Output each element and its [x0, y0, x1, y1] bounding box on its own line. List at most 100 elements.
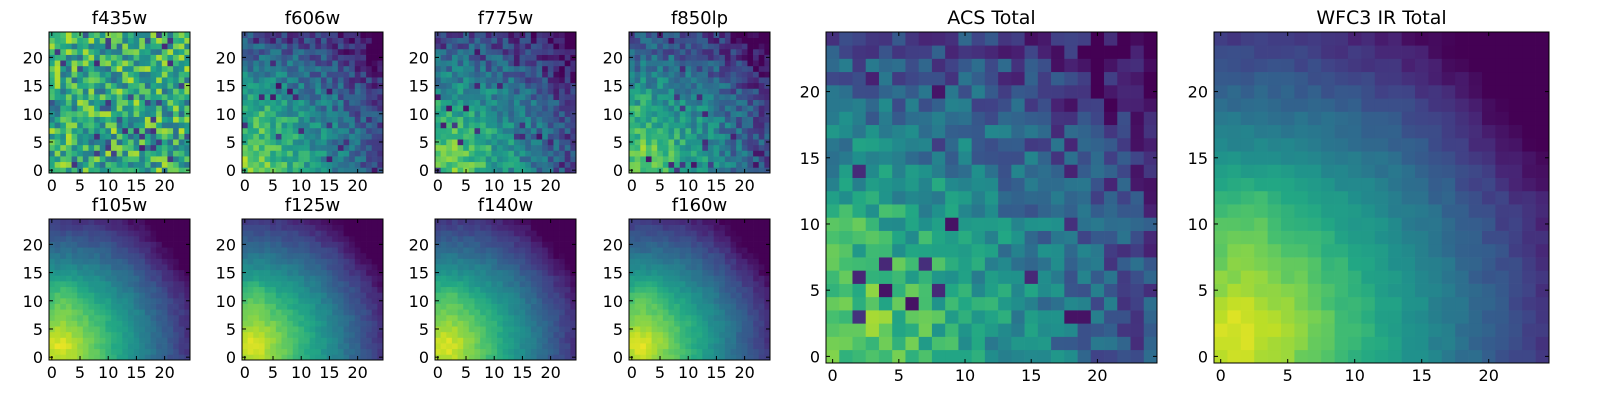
- heatmap-cell: [564, 32, 571, 38]
- heatmap-cell: [144, 264, 151, 271]
- heatmap-cell: [253, 348, 260, 355]
- heatmap-cell: [304, 286, 311, 293]
- heatmap-cell: [629, 94, 635, 101]
- heatmap-cell: [513, 269, 520, 276]
- heatmap-cell: [366, 275, 373, 282]
- heatmap-cell: [713, 77, 720, 84]
- heatmap-cell: [519, 65, 526, 72]
- heatmap-cell: [71, 241, 78, 248]
- heatmap-cell: [71, 247, 78, 254]
- heatmap-cell: [570, 43, 577, 50]
- heatmap-cell: [747, 88, 754, 95]
- heatmap-cell: [161, 269, 168, 276]
- heatmap-cell: [77, 281, 84, 288]
- heatmap-cell: [542, 161, 549, 168]
- heatmap-cell: [525, 235, 532, 242]
- heatmap-cell: [71, 252, 78, 259]
- heatmap-cell: [258, 133, 265, 140]
- heatmap-cell: [730, 286, 737, 293]
- heatmap-cell: [116, 337, 123, 344]
- heatmap-cell: [161, 309, 168, 316]
- heatmap-cell: [645, 94, 652, 101]
- heatmap-cell: [513, 116, 520, 123]
- heatmap-cell: [258, 320, 265, 327]
- heatmap-cell: [640, 82, 647, 89]
- heatmap-cell: [741, 309, 748, 316]
- heatmap-cell: [451, 37, 458, 44]
- heatmap-cell: [651, 99, 658, 106]
- heatmap-cell: [105, 94, 112, 101]
- heatmap-cell: [741, 133, 748, 140]
- heatmap-cell: [173, 269, 180, 276]
- heatmap-cell: [99, 286, 106, 293]
- heatmap-cell: [88, 156, 95, 163]
- heatmap-cell: [99, 354, 106, 361]
- heatmap-cell: [247, 230, 254, 237]
- heatmap-cell: [753, 43, 760, 50]
- heatmap-cell: [451, 219, 458, 225]
- heatmap-cell: [451, 348, 458, 355]
- heatmap-cell: [65, 331, 72, 338]
- heatmap-cell: [258, 88, 265, 95]
- heatmap-cell: [651, 65, 658, 72]
- heatmap-cell: [349, 354, 356, 361]
- heatmap-cell: [332, 82, 339, 89]
- heatmap-cell: [564, 275, 571, 282]
- heatmap-cell: [508, 303, 515, 310]
- heatmap-cell: [691, 127, 698, 134]
- heatmap-cell: [133, 71, 140, 78]
- heatmap-cell: [485, 54, 492, 61]
- heatmap-cell: [707, 326, 714, 333]
- heatmap-cell: [65, 314, 72, 321]
- heatmap-cell: [161, 292, 168, 299]
- heatmap-cell: [485, 314, 492, 321]
- heatmap-cell: [730, 144, 737, 151]
- heatmap-cell: [547, 116, 554, 123]
- heatmap-cell: [485, 32, 492, 38]
- heatmap-cell: [468, 337, 475, 344]
- heatmap-cell: [337, 32, 344, 38]
- heatmap-cell: [730, 292, 737, 299]
- heatmap-cell: [451, 60, 458, 67]
- heatmap-cell: [502, 32, 509, 38]
- heatmap-cell: [49, 343, 55, 350]
- heatmap-cell: [71, 264, 78, 271]
- heatmap-cell: [468, 309, 475, 316]
- heatmap-cell: [758, 297, 765, 304]
- heatmap-cell: [696, 320, 703, 327]
- heatmap-cell: [702, 127, 709, 134]
- heatmap-cell: [713, 326, 720, 333]
- panel-title: f125w: [285, 195, 340, 216]
- heatmap-cell: [99, 230, 106, 237]
- heatmap-cell: [264, 241, 271, 248]
- heatmap-cell: [679, 156, 686, 163]
- heatmap-cell: [253, 303, 260, 310]
- heatmap-cell: [485, 275, 492, 282]
- heatmap-cell: [184, 286, 191, 293]
- heatmap-cell: [178, 37, 185, 44]
- y-tick-label: 10: [409, 292, 429, 311]
- heatmap-cell: [77, 65, 84, 72]
- heatmap-cell: [247, 133, 254, 140]
- heatmap-cell: [724, 314, 731, 321]
- heatmap-cell: [292, 127, 299, 134]
- heatmap-cell: [270, 144, 277, 151]
- heatmap-cell: [71, 110, 78, 117]
- heatmap-cell: [645, 88, 652, 95]
- heatmap-cell: [253, 326, 260, 333]
- heatmap-cell: [377, 331, 384, 338]
- heatmap-cell: [133, 77, 140, 84]
- heatmap-cell: [60, 264, 67, 271]
- heatmap-cell: [304, 235, 311, 242]
- heatmap-cell: [559, 337, 566, 344]
- heatmap-cell: [337, 337, 344, 344]
- heatmap-cell: [747, 105, 754, 112]
- heatmap-cell: [354, 122, 361, 129]
- heatmap-cell: [634, 331, 641, 338]
- heatmap-cell: [65, 230, 72, 237]
- heatmap-cell: [530, 71, 537, 78]
- heatmap-cell: [570, 116, 577, 123]
- heatmap-cell: [564, 48, 571, 55]
- heatmap-cell: [178, 286, 185, 293]
- heatmap-cell: [105, 37, 112, 44]
